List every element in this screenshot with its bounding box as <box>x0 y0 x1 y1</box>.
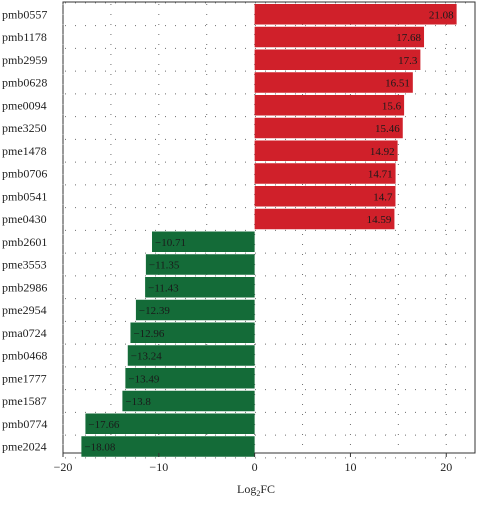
bar-value-label: 14.92 <box>370 146 395 158</box>
bar <box>254 49 421 70</box>
bar <box>145 254 255 275</box>
bar-value-label: 14.71 <box>368 169 393 181</box>
bar-value-label: −17.66 <box>88 419 119 431</box>
category-label: pme1478 <box>2 144 47 158</box>
category-label: pma0724 <box>2 326 47 340</box>
category-label: pme3250 <box>2 121 47 135</box>
bar-value-label: 15.46 <box>375 123 400 135</box>
bar <box>145 277 255 298</box>
category-label: pme1777 <box>2 371 47 385</box>
x-axis-label-main: Log <box>237 482 256 496</box>
category-label: pmb0774 <box>2 417 47 431</box>
category-label: pmb2986 <box>2 280 47 294</box>
bar <box>130 322 255 343</box>
bar <box>254 117 403 139</box>
bar-value-label: 14.59 <box>367 214 392 226</box>
bar <box>254 95 405 116</box>
bar <box>254 4 457 25</box>
bar-value-label: 17.68 <box>396 32 421 44</box>
category-label: pme2954 <box>2 303 47 317</box>
category-label: pmb0706 <box>2 167 47 181</box>
bar-value-label: −18.08 <box>84 442 115 454</box>
category-label: pmb2601 <box>2 235 47 249</box>
bar <box>254 208 395 230</box>
category-label: pme0430 <box>2 212 47 226</box>
bar-value-label: 14.7 <box>373 191 393 203</box>
bar <box>152 231 255 252</box>
bar-value-label: −13.24 <box>131 351 162 363</box>
category-label: pmb0557 <box>2 7 47 21</box>
bar <box>254 72 413 93</box>
x-tick-label: 0 <box>252 460 258 474</box>
x-axis-label-tail: FC <box>260 482 275 496</box>
bar <box>254 140 398 161</box>
bar-value-label: −11.43 <box>148 282 179 294</box>
category-label: pme1587 <box>2 394 47 408</box>
category-label: pmb0468 <box>2 349 47 363</box>
bar-value-label: 21.08 <box>429 9 454 21</box>
x-tick-label: −20 <box>54 460 73 474</box>
bar-layer: 21.08 17.68 17.3 16.51 15.6 15.46 14.92 14.71 14… <box>81 4 457 457</box>
bar-value-label: −12.96 <box>133 328 164 340</box>
bar-value-label: 16.51 <box>385 78 410 90</box>
bar-value-label: −13.8 <box>125 396 151 408</box>
category-label: pme0094 <box>2 98 47 112</box>
bar <box>122 390 255 412</box>
x-axis-label-subscript: 2 <box>256 489 260 498</box>
bar <box>254 26 425 48</box>
bar <box>135 299 255 321</box>
category-labels: pmb0557 pmb1178 pmb2959 pmb0628 pme0094 pme32… <box>2 7 47 453</box>
bar <box>81 436 255 457</box>
category-label: pmb0541 <box>2 189 47 203</box>
bar <box>85 413 255 434</box>
bar-value-label: −12.39 <box>139 305 170 317</box>
bar-value-label: 17.3 <box>398 55 418 67</box>
bar <box>127 345 255 366</box>
plot-frame <box>62 1 476 454</box>
category-label: pmb2959 <box>2 53 47 67</box>
x-tick-label: −10 <box>149 460 168 474</box>
x-axis-label: Log2FC <box>237 482 275 498</box>
bar-value-label: −13.49 <box>128 373 159 385</box>
category-label: pme3553 <box>2 258 47 272</box>
bar <box>254 186 396 207</box>
bar-value-label: −11.35 <box>149 260 180 272</box>
category-label: pmb1178 <box>2 30 47 44</box>
bar <box>125 368 255 389</box>
x-tick-label: 10 <box>344 460 356 474</box>
bar <box>254 163 396 184</box>
grid-layer <box>62 2 473 459</box>
bar-value-label: 15.6 <box>382 100 402 112</box>
bar-value-label: −10.71 <box>155 237 186 249</box>
category-label: pmb0628 <box>2 76 47 90</box>
x-tick-label: 20 <box>440 460 452 474</box>
x-axis-ticks: −20 −10 0 10 20 <box>54 453 452 474</box>
category-label: pme2024 <box>2 440 47 454</box>
